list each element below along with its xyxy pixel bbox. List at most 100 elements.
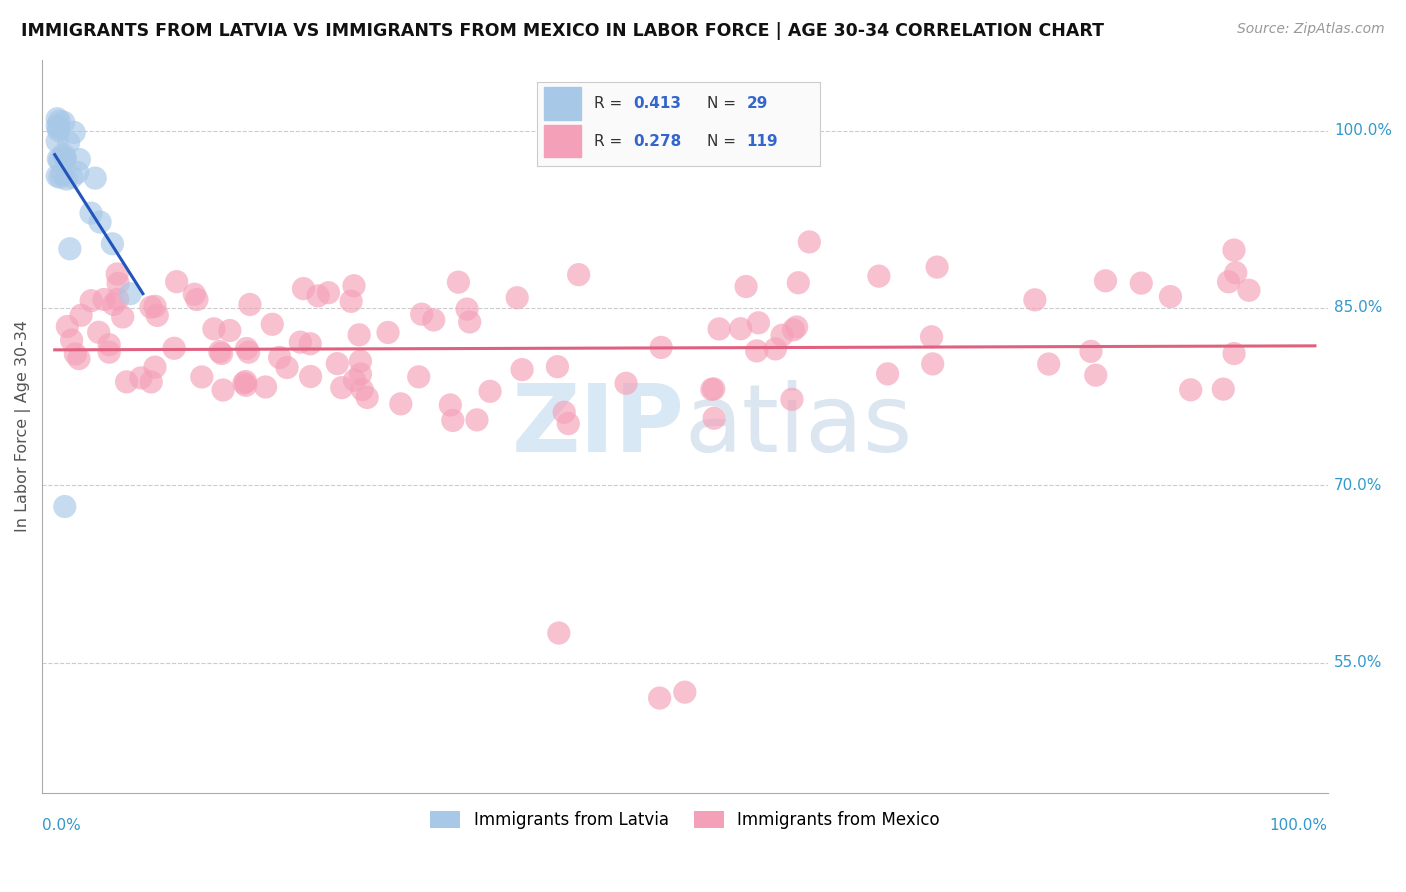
Point (290, 335, 312, 350)
Point (49, 170, 72, 185)
Point (411, 307, 433, 321)
Point (55, 172, 77, 186)
Point (143, 299, 166, 313)
Point (343, 278, 366, 293)
Point (614, 376, 637, 391)
Point (98, 345, 121, 359)
Point (868, 269, 890, 284)
Point (56, 319, 79, 334)
Point (48, 153, 70, 167)
Point (347, 327, 370, 342)
Point (1225, 266, 1247, 280)
Point (343, 373, 366, 387)
Point (254, 380, 277, 394)
Point (349, 367, 371, 381)
Point (422, 313, 444, 327)
Point (103, 297, 125, 311)
Point (439, 398, 461, 412)
Point (139, 300, 162, 314)
Point (568, 268, 591, 282)
Point (60, 333, 83, 347)
Text: 55.0%: 55.0% (1334, 655, 1382, 670)
Point (299, 336, 322, 351)
Text: IMMIGRANTS FROM LATVIA VS IMMIGRANTS FROM MEXICO IN LABOR FORCE | AGE 30-34 CORR: IMMIGRANTS FROM LATVIA VS IMMIGRANTS FRO… (21, 22, 1104, 40)
Point (166, 275, 188, 289)
Point (146, 309, 169, 323)
Point (53, 152, 76, 166)
Point (1180, 383, 1202, 397)
Point (921, 330, 943, 344)
Point (553, 405, 575, 419)
Point (70, 308, 93, 322)
Point (1024, 293, 1046, 307)
Point (1094, 274, 1116, 288)
Point (98, 337, 121, 351)
Point (107, 277, 129, 291)
Point (67, 153, 90, 167)
Point (46, 112, 69, 126)
Point (745, 343, 768, 358)
Point (921, 357, 943, 371)
Point (479, 384, 502, 399)
Point (377, 326, 399, 340)
Point (107, 293, 129, 307)
Point (120, 286, 142, 301)
Point (735, 279, 758, 293)
Point (510, 362, 533, 376)
Point (46, 134, 69, 148)
Point (87, 326, 110, 340)
Text: 0.0%: 0.0% (42, 818, 82, 833)
Text: 85.0%: 85.0% (1334, 301, 1382, 316)
Point (456, 301, 478, 316)
Point (89, 215, 111, 229)
Text: ZIP: ZIP (512, 380, 685, 472)
Point (186, 293, 208, 307)
Legend: Immigrants from Latvia, Immigrants from Mexico: Immigrants from Latvia, Immigrants from … (423, 804, 946, 836)
Point (111, 310, 134, 324)
Point (212, 383, 235, 397)
Point (48, 121, 70, 136)
Point (876, 367, 898, 381)
Point (1218, 275, 1240, 289)
Point (46, 169, 69, 183)
Point (46, 119, 69, 133)
Point (67, 351, 90, 366)
Point (1159, 289, 1181, 303)
Point (1223, 243, 1246, 257)
Point (349, 354, 371, 368)
Point (730, 322, 752, 336)
Point (318, 285, 340, 300)
Point (101, 236, 124, 251)
Point (235, 375, 257, 389)
Point (65, 347, 87, 361)
Point (239, 297, 262, 311)
Y-axis label: In Labor Force | Age 30-34: In Labor Force | Age 30-34 (15, 320, 31, 533)
Text: 100.0%: 100.0% (1270, 818, 1327, 833)
Point (447, 275, 470, 289)
Point (63, 125, 86, 139)
Point (389, 397, 412, 411)
Point (80, 293, 103, 308)
Point (276, 360, 298, 375)
Point (211, 346, 233, 360)
Point (163, 341, 186, 355)
Point (52, 147, 75, 161)
Point (782, 323, 804, 337)
Point (546, 359, 568, 374)
Point (1080, 344, 1102, 359)
Point (191, 370, 214, 384)
Point (707, 322, 730, 336)
Point (703, 411, 725, 425)
Text: Source: ZipAtlas.com: Source: ZipAtlas.com (1237, 22, 1385, 37)
Point (84, 171, 107, 186)
Point (557, 417, 579, 431)
Point (1237, 283, 1260, 297)
Point (46, 152, 69, 166)
Point (105, 267, 128, 281)
Point (1223, 346, 1246, 360)
Point (52, 115, 75, 129)
Point (232, 376, 254, 391)
Point (458, 315, 481, 329)
Point (141, 375, 163, 389)
Point (60, 170, 83, 185)
